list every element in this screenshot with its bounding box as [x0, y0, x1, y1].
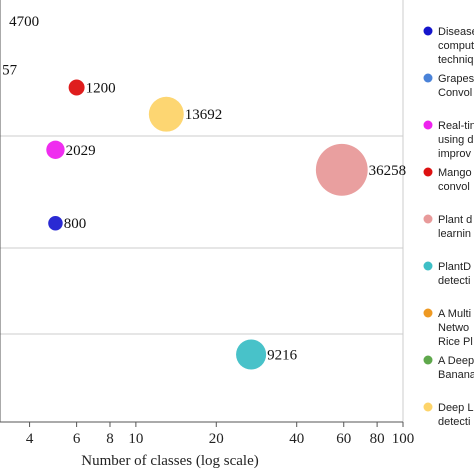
- bubble-label-36258: 36258: [369, 163, 407, 179]
- bubble-9216: [236, 339, 267, 370]
- bubble-label-4700: 4700: [9, 14, 39, 30]
- legend-entry-2-line-1: Grapes: [438, 73, 474, 85]
- x-axis-title: Number of classes (log scale): [81, 453, 258, 469]
- legend-entry-3-line-1: Real-tin: [438, 120, 474, 132]
- legend-entry-7-line-1: A Multi: [438, 308, 471, 320]
- bubble-label-13692: 13692: [185, 107, 223, 123]
- legend-entry-7-line-2: Netwo: [438, 322, 469, 334]
- bubble-label-57: 57: [2, 63, 18, 79]
- legend-entry-4-line-1: Mango: [438, 167, 472, 179]
- legend-marker-9: [423, 402, 433, 412]
- legend: Disease comput techniq Grapes Convol Real-tin…: [423, 26, 474, 428]
- x-tick-label-80: 80: [370, 431, 385, 447]
- bubble-800: [48, 215, 63, 231]
- legend-entry-9-line-1: Deep L: [438, 402, 473, 414]
- legend-entry-2-line-2: Convol: [438, 87, 472, 99]
- legend-entry-8-line-2: Banana: [438, 369, 474, 381]
- x-tick-label-6: 6: [73, 431, 81, 447]
- legend-marker-8: [423, 355, 433, 365]
- legend-marker-5: [423, 214, 433, 224]
- legend-marker-7: [423, 308, 433, 318]
- legend-entry-5-line-2: learnin: [438, 228, 471, 240]
- legend-entry-1-line-3: techniq: [438, 54, 473, 66]
- legend-entry-6-line-2: detecti: [438, 275, 470, 287]
- legend-marker-1: [423, 26, 433, 36]
- legend-entry-7-line-3: Rice Pl: [438, 336, 473, 348]
- x-tick-label-4: 4: [26, 431, 34, 447]
- bubble-label-1200: 1200: [86, 81, 116, 97]
- legend-marker-2: [423, 73, 433, 83]
- x-tick-label-60: 60: [336, 431, 351, 447]
- bubble-36258: [315, 143, 368, 196]
- data-points: 800 2029 1200 13692 36258 9216 4700 57: [2, 14, 406, 370]
- x-tick-label-20: 20: [209, 431, 224, 447]
- legend-marker-4: [423, 167, 433, 177]
- legend-marker-3: [423, 120, 433, 130]
- legend-entry-9-line-2: detecti: [438, 416, 470, 428]
- legend-entry-6-line-1: PlantD: [438, 261, 471, 273]
- x-axis-ticks: 4 6 8 10 20 40 60 80 100: [26, 422, 414, 447]
- legend-entry-1-line-1: Disease: [438, 26, 474, 38]
- x-tick-label-10: 10: [128, 431, 143, 447]
- bubble-label-9216: 9216: [267, 348, 298, 364]
- x-tick-label-100: 100: [392, 431, 415, 447]
- legend-entry-8-line-1: A Deep: [438, 355, 474, 367]
- x-tick-label-8: 8: [106, 431, 114, 447]
- legend-entry-4-line-2: convol: [438, 181, 470, 193]
- bubble-2029: [46, 140, 65, 159]
- bubble-label-800: 800: [64, 216, 87, 232]
- bubble-13692: [148, 96, 184, 132]
- legend-entry-5-line-1: Plant d: [438, 214, 472, 226]
- legend-entry-3-line-3: improv: [438, 148, 472, 160]
- grid-lines: [0, 135, 403, 335]
- bubble-label-2029: 2029: [66, 143, 96, 159]
- legend-marker-6: [423, 261, 433, 271]
- legend-entry-3-line-2: using d: [438, 134, 473, 146]
- bubble-1200: [68, 79, 85, 96]
- legend-entry-1-line-2: comput: [438, 40, 474, 52]
- x-tick-label-40: 40: [289, 431, 304, 447]
